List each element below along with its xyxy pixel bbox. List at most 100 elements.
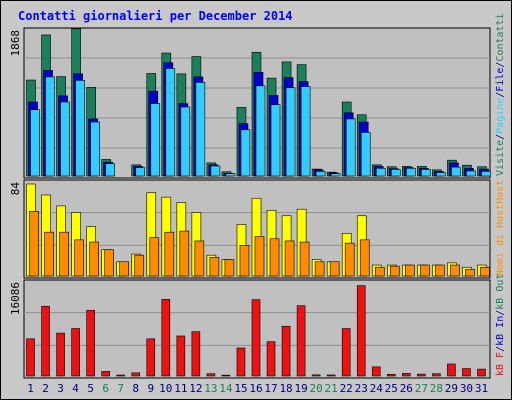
- x-tick-label-14: 14: [219, 382, 233, 395]
- bar-top-file-16: [255, 85, 266, 177]
- bar-top-file-15: [240, 129, 251, 177]
- bar-middle-host-21: [329, 261, 340, 277]
- right-label-part: /: [495, 92, 506, 98]
- x-tick-label-13: 13: [204, 382, 217, 395]
- bar-bottom-kb-f-23: [356, 285, 366, 377]
- bar-top-file-20: [315, 171, 326, 177]
- bar-middle-host-30: [465, 269, 475, 277]
- bar-bottom-kb-f-29: [447, 363, 456, 377]
- bar-middle-host-9: [149, 237, 160, 277]
- x-tick-label-31: 31: [475, 382, 488, 395]
- bar-top-file-2: [45, 76, 55, 177]
- panel-middle-ymax-label: 84: [9, 182, 22, 196]
- bar-middle-host-3: [59, 231, 69, 277]
- bar-top-file-27: [421, 169, 431, 177]
- bar-bottom-kb-f-19: [296, 305, 306, 377]
- bar-bottom-kb-f-2: [41, 305, 50, 377]
- right-axis-label-top: Visite/Pagine/File/Contatti: [495, 13, 506, 176]
- bar-top-file-28: [436, 172, 446, 177]
- bar-bottom-kb-f-7: [116, 374, 126, 377]
- x-tick-label-30: 30: [460, 382, 473, 395]
- right-axis-label-bottom: kB F/kB In/kB Out: [495, 274, 506, 376]
- bar-bottom-kb-f-4: [71, 328, 80, 377]
- right-label-part: Visite: [495, 140, 506, 176]
- bar-bottom-kb-f-26: [402, 373, 411, 377]
- bar-top-file-13: [210, 165, 221, 177]
- bar-bottom-kb-f-30: [462, 368, 471, 377]
- bar-top-file-26: [406, 167, 416, 177]
- bar-middle-host-12: [194, 240, 205, 277]
- right-label-part: Contatti: [495, 13, 506, 61]
- bar-bottom-kb-f-5: [86, 309, 95, 377]
- bar-middle-host-31: [480, 266, 490, 277]
- bar-bottom-kb-f-31: [477, 368, 486, 377]
- x-tick-label-15: 15: [234, 382, 247, 395]
- x-tick-label-26: 26: [400, 382, 413, 395]
- bar-middle-host-8: [134, 254, 145, 277]
- bar-middle-host-7: [119, 261, 130, 277]
- x-tick-label-24: 24: [370, 382, 384, 395]
- bar-bottom-kb-f-8: [131, 372, 141, 377]
- bar-top-file-14: [225, 173, 236, 177]
- x-tick-label-29: 29: [445, 382, 458, 395]
- bar-top-file-23: [360, 132, 371, 177]
- bar-middle-host-27: [420, 264, 430, 277]
- chart-title: Contatti giornalieri per December 2014: [18, 9, 293, 23]
- bar-middle-host-14: [224, 259, 235, 277]
- right-label-part: Nomi di Host: [495, 204, 506, 276]
- x-tick-label-18: 18: [279, 382, 292, 395]
- bar-top-file-24: [375, 167, 386, 177]
- bar-bottom-kb-f-14: [221, 374, 231, 377]
- x-tick-label-25: 25: [385, 382, 398, 395]
- bar-middle-host-6: [104, 249, 114, 277]
- bar-top-file-9: [150, 103, 161, 177]
- bar-top-file-19: [300, 86, 311, 177]
- bar-bottom-kb-f-25: [386, 373, 396, 377]
- x-tick-label-3: 3: [57, 382, 64, 395]
- bar-top-file-1: [30, 109, 40, 177]
- bar-middle-host-17: [269, 238, 280, 277]
- bar-bottom-kb-f-13: [206, 373, 216, 377]
- bar-bottom-kb-f-27: [417, 373, 426, 377]
- right-label-part: kB In: [495, 316, 506, 346]
- x-tick-label-4: 4: [72, 382, 79, 395]
- bar-top-file-21: [330, 173, 341, 177]
- bar-top-file-3: [60, 101, 70, 177]
- bar-middle-host-20: [314, 261, 325, 277]
- x-tick-label-22: 22: [340, 382, 353, 395]
- x-tick-label-12: 12: [189, 382, 202, 395]
- x-tick-label-8: 8: [132, 382, 139, 395]
- bar-top-file-8: [135, 167, 146, 177]
- right-label-part: /: [495, 346, 506, 352]
- bar-top-file-25: [390, 169, 401, 177]
- right-axis-label-middle: Nomi di HostHost: [495, 180, 506, 276]
- x-tick-label-7: 7: [117, 382, 124, 395]
- right-label-part: Pagine: [495, 98, 506, 134]
- bar-middle-host-10: [164, 231, 175, 277]
- x-tick-label-2: 2: [42, 382, 49, 395]
- right-label-part: /: [495, 62, 506, 68]
- x-tick-label-27: 27: [415, 382, 428, 395]
- x-tick-label-5: 5: [87, 382, 94, 395]
- bar-bottom-kb-f-11: [176, 335, 186, 377]
- bar-top-file-18: [285, 87, 296, 177]
- bar-middle-host-16: [254, 236, 265, 277]
- x-tick-label-11: 11: [174, 382, 187, 395]
- bar-bottom-kb-f-6: [101, 371, 110, 377]
- x-tick-label-28: 28: [430, 382, 443, 395]
- x-tick-label-20: 20: [310, 382, 323, 395]
- right-label-part: Host: [495, 180, 506, 204]
- x-tick-label-10: 10: [159, 382, 172, 395]
- x-tick-label-16: 16: [249, 382, 262, 395]
- bar-middle-host-24: [374, 266, 385, 277]
- bar-top-file-29: [451, 166, 461, 177]
- x-tick-label-19: 19: [294, 382, 307, 395]
- bar-bottom-kb-f-9: [146, 338, 156, 377]
- bar-middle-host-4: [74, 239, 84, 277]
- right-label-part: File: [495, 68, 506, 92]
- bar-middle-host-13: [209, 257, 220, 277]
- right-label-part: /: [495, 134, 506, 140]
- bar-bottom-kb-f-24: [371, 366, 381, 377]
- bar-top-file-22: [345, 118, 356, 177]
